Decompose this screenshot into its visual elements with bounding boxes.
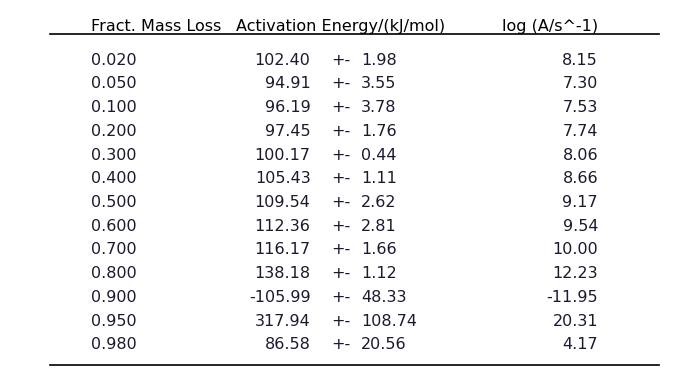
Text: +-: +- bbox=[331, 266, 351, 281]
Text: 1.76: 1.76 bbox=[361, 124, 397, 139]
Text: 0.600: 0.600 bbox=[91, 219, 136, 234]
Text: 7.53: 7.53 bbox=[563, 100, 598, 115]
Text: 8.06: 8.06 bbox=[563, 148, 598, 163]
Text: 116.17: 116.17 bbox=[254, 243, 310, 258]
Text: 1.11: 1.11 bbox=[361, 171, 397, 186]
Text: +-: +- bbox=[331, 219, 351, 234]
Text: 7.74: 7.74 bbox=[563, 124, 598, 139]
Text: 0.200: 0.200 bbox=[91, 124, 136, 139]
Text: 3.55: 3.55 bbox=[361, 76, 397, 91]
Text: Activation Energy/(kJ/mol): Activation Energy/(kJ/mol) bbox=[237, 20, 445, 35]
Text: 102.40: 102.40 bbox=[254, 53, 310, 68]
Text: 9.17: 9.17 bbox=[563, 195, 598, 210]
Text: 8.15: 8.15 bbox=[562, 53, 598, 68]
Text: 317.94: 317.94 bbox=[255, 314, 310, 329]
Text: 1.66: 1.66 bbox=[361, 243, 397, 258]
Text: 0.900: 0.900 bbox=[91, 290, 136, 305]
Text: 0.300: 0.300 bbox=[91, 148, 136, 163]
Text: +-: +- bbox=[331, 243, 351, 258]
Text: 0.800: 0.800 bbox=[91, 266, 136, 281]
Text: 2.62: 2.62 bbox=[361, 195, 397, 210]
Text: 1.12: 1.12 bbox=[361, 266, 397, 281]
Text: 0.44: 0.44 bbox=[361, 148, 397, 163]
Text: 3.78: 3.78 bbox=[361, 100, 397, 115]
Text: 0.950: 0.950 bbox=[91, 314, 136, 329]
Text: -11.95: -11.95 bbox=[546, 290, 598, 305]
Text: 8.66: 8.66 bbox=[563, 171, 598, 186]
Text: 0.980: 0.980 bbox=[91, 337, 136, 352]
Text: +-: +- bbox=[331, 171, 351, 186]
Text: 86.58: 86.58 bbox=[265, 337, 310, 352]
Text: +-: +- bbox=[331, 195, 351, 210]
Text: +-: +- bbox=[331, 76, 351, 91]
Text: 0.700: 0.700 bbox=[91, 243, 136, 258]
Text: 2.81: 2.81 bbox=[361, 219, 397, 234]
Text: 7.30: 7.30 bbox=[563, 76, 598, 91]
Text: 112.36: 112.36 bbox=[254, 219, 310, 234]
Text: 105.43: 105.43 bbox=[255, 171, 310, 186]
Text: -105.99: -105.99 bbox=[249, 290, 310, 305]
Text: 1.98: 1.98 bbox=[361, 53, 397, 68]
Text: 100.17: 100.17 bbox=[254, 148, 310, 163]
Text: +-: +- bbox=[331, 53, 351, 68]
Text: 10.00: 10.00 bbox=[552, 243, 598, 258]
Text: 0.020: 0.020 bbox=[91, 53, 136, 68]
Text: +-: +- bbox=[331, 148, 351, 163]
Text: Fract. Mass Loss: Fract. Mass Loss bbox=[91, 20, 221, 35]
Text: +-: +- bbox=[331, 337, 351, 352]
Text: +-: +- bbox=[331, 290, 351, 305]
Text: 0.100: 0.100 bbox=[91, 100, 136, 115]
Text: 0.400: 0.400 bbox=[91, 171, 136, 186]
Text: 94.91: 94.91 bbox=[265, 76, 310, 91]
Text: 108.74: 108.74 bbox=[361, 314, 417, 329]
Text: +-: +- bbox=[331, 100, 351, 115]
Text: 20.31: 20.31 bbox=[552, 314, 598, 329]
Text: 20.56: 20.56 bbox=[361, 337, 407, 352]
Text: 4.17: 4.17 bbox=[563, 337, 598, 352]
Text: 138.18: 138.18 bbox=[254, 266, 310, 281]
Text: 97.45: 97.45 bbox=[265, 124, 310, 139]
Text: 12.23: 12.23 bbox=[552, 266, 598, 281]
Text: 0.500: 0.500 bbox=[91, 195, 136, 210]
Text: log (A/s^-1): log (A/s^-1) bbox=[502, 20, 598, 35]
Text: 48.33: 48.33 bbox=[361, 290, 406, 305]
Text: 109.54: 109.54 bbox=[254, 195, 310, 210]
Text: 0.050: 0.050 bbox=[91, 76, 136, 91]
Text: +-: +- bbox=[331, 314, 351, 329]
Text: 96.19: 96.19 bbox=[265, 100, 310, 115]
Text: 9.54: 9.54 bbox=[563, 219, 598, 234]
Text: +-: +- bbox=[331, 124, 351, 139]
